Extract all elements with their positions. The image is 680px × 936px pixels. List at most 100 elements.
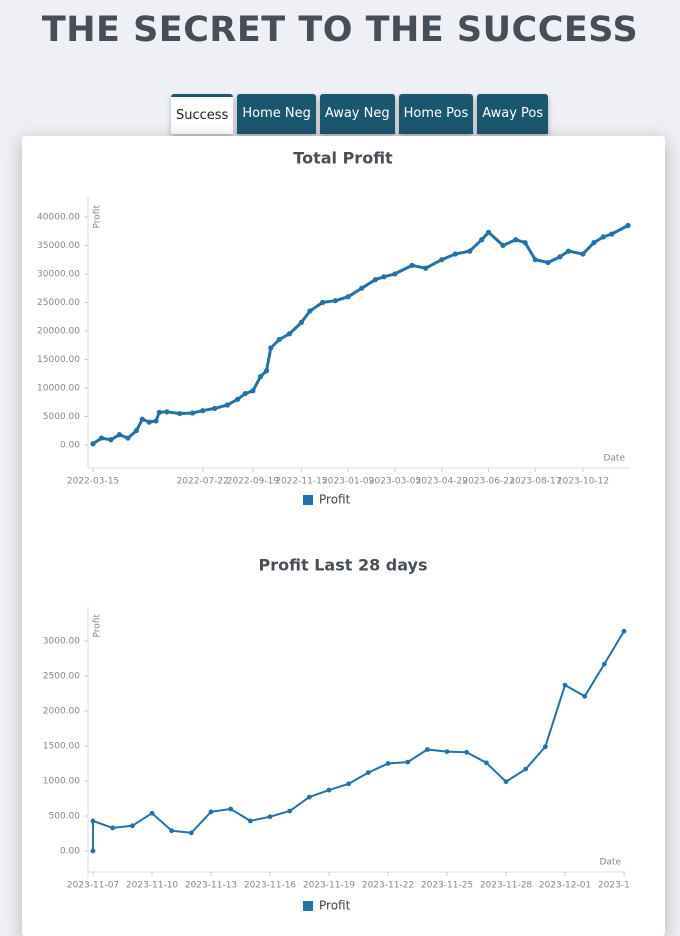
point xyxy=(276,336,282,343)
x-tick-label: 2023-11-07 xyxy=(67,881,119,891)
tab[interactable]: Away Neg xyxy=(319,94,395,134)
y-tick-label: 1500.00 xyxy=(43,742,80,752)
point xyxy=(189,410,196,416)
x-tick-label: 2023-10-12 xyxy=(557,477,609,487)
point xyxy=(359,285,365,291)
y-tick-label: 30000.00 xyxy=(37,269,80,279)
point xyxy=(307,308,313,314)
point xyxy=(532,257,538,263)
point xyxy=(621,628,627,634)
y-tick-label: 15000.00 xyxy=(37,355,80,365)
point xyxy=(149,810,155,816)
point xyxy=(188,830,194,836)
point xyxy=(116,432,122,438)
point xyxy=(523,766,529,772)
x-tick-label: 2023-11-13 xyxy=(185,881,237,891)
point xyxy=(247,818,253,824)
tab[interactable]: Away Pos xyxy=(477,94,549,134)
x-tick-label: 2022-03-15 xyxy=(67,477,119,487)
point xyxy=(503,779,509,785)
x-tick-label: 2023-03-05 xyxy=(369,477,421,487)
legend-label: Profit xyxy=(319,899,351,913)
point xyxy=(452,251,458,257)
tab[interactable]: Home Neg xyxy=(237,94,316,134)
point xyxy=(513,237,519,243)
point xyxy=(467,248,473,254)
y-tick-label: 500.00 xyxy=(49,812,81,822)
point xyxy=(522,239,528,246)
point xyxy=(580,251,586,257)
x-tick-label: 2023-08-17 xyxy=(509,477,561,487)
point xyxy=(609,231,615,237)
x-axis-label: Date xyxy=(599,858,621,868)
legend-swatch xyxy=(303,901,313,911)
y-tick-label: 2000.00 xyxy=(43,707,80,717)
tab[interactable]: Home Pos xyxy=(398,94,474,134)
point xyxy=(332,298,339,304)
y-tick-label: 40000.00 xyxy=(37,212,80,222)
line xyxy=(92,630,625,851)
point xyxy=(125,435,131,441)
point xyxy=(139,416,145,422)
point xyxy=(298,319,304,325)
x-tick-label: 2023-11-16 xyxy=(244,881,297,891)
point xyxy=(212,405,218,412)
y-tick-label: 0.00 xyxy=(60,847,80,857)
point xyxy=(424,747,430,752)
page-title: THE SECRET TO THE SUCCESS xyxy=(41,10,639,50)
point xyxy=(483,760,489,766)
x-tick-label: 2022-11-15 xyxy=(275,477,327,487)
point xyxy=(224,402,230,408)
legend-swatch xyxy=(303,495,313,505)
tab[interactable]: Success xyxy=(171,94,234,134)
point xyxy=(409,262,415,268)
point xyxy=(422,265,429,271)
y-tick-label: 25000.00 xyxy=(37,298,80,308)
x-tick-label: 2023-11-10 xyxy=(126,881,179,891)
point xyxy=(346,781,352,787)
point xyxy=(90,848,96,854)
point xyxy=(439,257,445,263)
point xyxy=(208,809,214,815)
point xyxy=(164,409,170,415)
point xyxy=(320,299,326,306)
point xyxy=(306,794,312,800)
y-tick-label: 1000.00 xyxy=(43,777,80,787)
point xyxy=(242,391,248,397)
point xyxy=(234,396,241,402)
point xyxy=(562,682,568,688)
y-tick-label: 2500.00 xyxy=(43,672,80,682)
legend-label: Profit xyxy=(319,493,351,507)
point xyxy=(405,759,411,765)
point xyxy=(326,787,332,793)
y-axis-label: Profit xyxy=(93,205,103,229)
point xyxy=(479,237,485,243)
point xyxy=(263,368,270,374)
point xyxy=(557,254,563,260)
chart-title: Profit Last 28 days xyxy=(259,556,428,575)
point xyxy=(372,277,378,283)
point xyxy=(625,222,631,229)
x-tick-label: 2022-07-22 xyxy=(177,477,229,487)
y-tick-label: 20000.00 xyxy=(37,326,80,336)
y-tick-label: 0.00 xyxy=(60,440,80,450)
x-tick-label: 2023-12-01 xyxy=(539,881,591,891)
x-tick-label: 2023-06-23 xyxy=(462,477,514,487)
point xyxy=(381,274,387,280)
point xyxy=(200,408,206,414)
point xyxy=(286,331,293,337)
x-tick-label: 2023-11-22 xyxy=(362,881,414,891)
x-tick-label: 2023-11-25 xyxy=(421,881,473,891)
y-tick-label: 35000.00 xyxy=(37,241,80,251)
point xyxy=(385,761,391,766)
point xyxy=(545,259,551,266)
point xyxy=(392,271,398,277)
point xyxy=(500,242,506,249)
chart-title: Total Profit xyxy=(293,149,393,168)
y-axis-label: Profit xyxy=(93,614,103,638)
point xyxy=(600,234,606,240)
y-tick-label: 3000.00 xyxy=(43,637,80,647)
x-tick-label: 2022-09-19 xyxy=(227,477,280,487)
